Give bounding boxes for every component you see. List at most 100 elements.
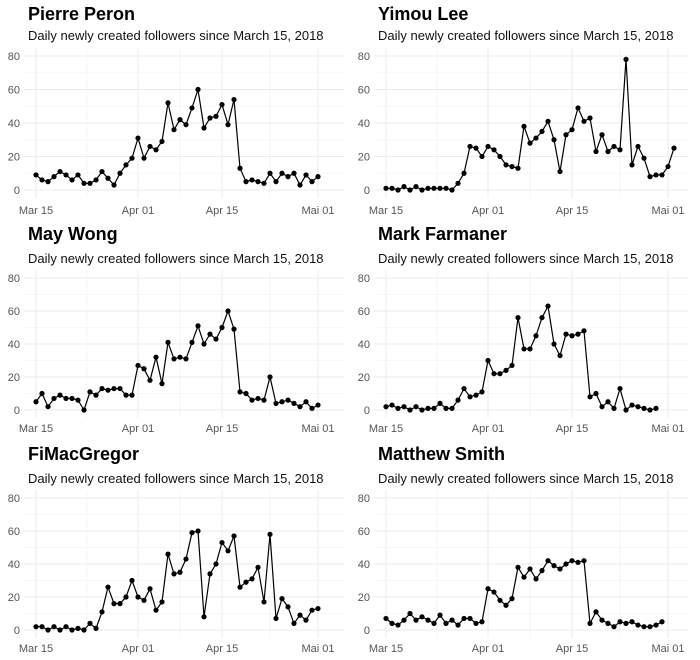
data-point	[57, 392, 63, 398]
data-point	[641, 405, 647, 411]
panel-2: May Wong Daily newly created followers si…	[8, 224, 344, 435]
panel-title: Pierre Peron	[28, 4, 135, 24]
data-point	[395, 187, 401, 193]
x-tick-label: Apr 15	[206, 423, 238, 435]
data-point	[449, 187, 455, 193]
data-point	[63, 395, 69, 402]
data-point	[303, 617, 309, 623]
data-point	[539, 128, 545, 134]
data-point	[407, 407, 413, 413]
panel-4: FiMacGregor Daily newly created followers…	[8, 444, 344, 655]
data-point	[455, 622, 461, 628]
data-point	[551, 341, 557, 347]
data-point	[285, 397, 291, 403]
x-tick-label: Apr 01	[122, 205, 154, 217]
data-point	[237, 165, 243, 171]
data-point	[629, 162, 635, 168]
data-point	[171, 571, 177, 577]
data-point	[383, 185, 389, 191]
data-point	[57, 627, 63, 633]
data-point	[75, 397, 81, 403]
data-point	[105, 175, 111, 181]
data-point	[419, 407, 425, 413]
data-point	[117, 385, 123, 392]
data-point	[219, 324, 225, 331]
data-point	[389, 620, 395, 627]
data-point	[611, 405, 617, 411]
data-point	[557, 566, 563, 572]
data-point	[201, 125, 207, 131]
y-tick-label: 20	[358, 592, 370, 604]
data-point	[123, 594, 129, 600]
data-point	[437, 185, 443, 191]
y-tick-label: 80	[358, 493, 370, 505]
data-point	[39, 624, 45, 630]
data-point	[255, 564, 261, 570]
data-point	[87, 180, 93, 186]
data-point	[195, 323, 201, 329]
data-point	[117, 601, 123, 607]
data-point	[521, 346, 527, 352]
data-point	[533, 333, 539, 339]
data-point	[491, 147, 497, 153]
data-point	[401, 404, 407, 410]
data-point	[183, 122, 189, 128]
data-point	[63, 624, 69, 630]
x-tick-label: Mai 01	[301, 643, 334, 655]
data-point	[413, 617, 419, 623]
data-point	[213, 113, 219, 119]
data-point	[225, 308, 231, 314]
data-point	[33, 172, 39, 178]
data-point	[599, 617, 605, 623]
data-point	[261, 180, 267, 186]
x-tick-label: Apr 01	[472, 205, 504, 217]
data-point	[653, 172, 659, 178]
y-tick-label: 40	[358, 118, 370, 130]
data-point	[201, 341, 207, 347]
y-tick-label: 60	[358, 526, 370, 538]
data-point	[231, 96, 237, 103]
data-point	[105, 584, 111, 590]
data-point	[87, 389, 93, 395]
y-tick-label: 0	[364, 185, 370, 197]
data-point	[527, 346, 533, 352]
y-tick-label: 0	[364, 625, 370, 637]
panel-title: May Wong	[28, 224, 118, 244]
data-point	[81, 180, 87, 186]
data-point	[575, 105, 581, 111]
y-tick-label: 40	[8, 339, 20, 351]
data-point	[291, 620, 297, 627]
data-point	[255, 179, 261, 185]
x-tick-label: Mai 01	[651, 423, 684, 435]
data-point	[123, 392, 129, 398]
data-point	[93, 625, 99, 631]
data-point	[243, 579, 249, 585]
x-tick-label: Mar 15	[369, 205, 403, 217]
data-point	[291, 170, 297, 176]
data-point	[141, 366, 147, 372]
data-point	[243, 179, 249, 185]
data-point	[623, 56, 629, 62]
data-point	[105, 387, 111, 393]
data-point	[267, 374, 273, 380]
x-tick-label: Apr 15	[556, 643, 588, 655]
y-tick-label: 20	[8, 372, 20, 384]
data-point	[485, 586, 491, 592]
data-point	[497, 153, 503, 160]
data-point	[273, 400, 279, 406]
y-tick-label: 80	[8, 273, 20, 285]
data-point	[309, 405, 315, 411]
data-point	[279, 596, 285, 602]
data-point	[303, 172, 309, 178]
data-point	[243, 390, 249, 397]
data-point	[485, 143, 491, 150]
data-point	[111, 385, 117, 392]
x-tick-label: Apr 01	[122, 423, 154, 435]
y-tick-label: 60	[8, 526, 20, 538]
data-point	[653, 405, 659, 411]
data-point	[461, 385, 467, 392]
data-point	[521, 123, 527, 129]
data-point	[273, 179, 279, 185]
data-point	[605, 148, 611, 155]
data-point	[479, 619, 485, 625]
